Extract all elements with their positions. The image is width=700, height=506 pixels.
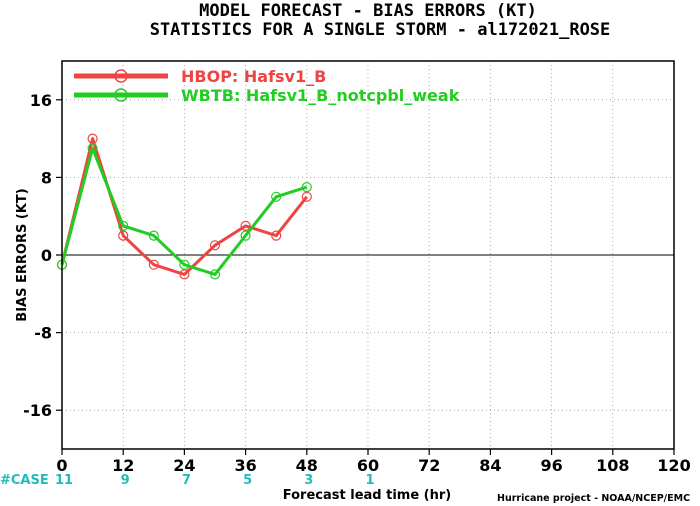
- case-count: 1: [365, 473, 374, 488]
- data-point: [301, 182, 312, 193]
- y-axis-label: BIAS ERRORS (KT): [15, 188, 30, 321]
- data-point: [240, 230, 251, 241]
- case-count: 3: [304, 473, 313, 488]
- data-point: [209, 269, 221, 280]
- x-tick-label: 60: [357, 456, 379, 475]
- x-tick-label: 12: [112, 456, 134, 475]
- chart-title: MODEL FORECAST - BIAS ERRORS (KT): [199, 1, 537, 21]
- x-tick-label: 48: [296, 456, 318, 475]
- data-point: [271, 230, 282, 241]
- y-tick-label: 8: [41, 168, 52, 187]
- legend-entry: WBTB: Hafsv1_B_notcpbl_weak: [181, 86, 460, 105]
- case-count: 7: [182, 473, 191, 488]
- data-point: [87, 133, 98, 144]
- y-tick-label: -16: [23, 401, 52, 420]
- data-point: [118, 230, 129, 241]
- data-point: [148, 259, 159, 270]
- grid: [62, 61, 674, 449]
- x-tick-label: 36: [234, 456, 256, 475]
- x-tick-label: 0: [56, 456, 67, 475]
- x-tick-label: 108: [596, 456, 629, 475]
- data-point: [87, 143, 98, 154]
- case-count: 5: [243, 473, 252, 488]
- case-count: 11: [55, 473, 73, 488]
- data-point: [118, 220, 129, 231]
- data-point: [301, 191, 312, 202]
- credit-text: Hurricane project - NOAA/NCEP/EMC: [497, 493, 690, 504]
- data-point: [271, 191, 282, 202]
- data-point: [240, 220, 251, 231]
- legend-swatch-marker: [114, 88, 128, 102]
- x-tick-label: 24: [173, 456, 195, 475]
- y-tick-label: -8: [34, 324, 52, 343]
- legend-entry: HBOP: Hafsv1_B: [181, 67, 326, 86]
- chart-subtitle: STATISTICS FOR A SINGLE STORM - al172021…: [150, 20, 611, 40]
- series-line: [60, 146, 308, 276]
- data-point: [148, 230, 159, 241]
- axes: 0 12 24 36 48 60 72 84 96 108 120 -16 -8 0 8 16 #CASE 11 9…: [0, 60, 691, 488]
- x-tick-label: 120: [657, 456, 690, 475]
- x-tick-label: 96: [540, 456, 562, 475]
- x-axis-label: Forecast lead time (hr): [283, 488, 451, 503]
- x-tick-label: 72: [418, 456, 440, 475]
- data-point: [209, 240, 221, 251]
- data-point: [179, 259, 190, 270]
- plot-marks: [56, 133, 312, 280]
- legend-swatch-marker: [114, 69, 128, 83]
- y-tick-label: 16: [30, 91, 52, 110]
- data-point: [179, 269, 190, 280]
- y-tick-label: 0: [41, 246, 52, 265]
- case-label: #CASE: [0, 473, 49, 488]
- x-tick-label: 84: [479, 456, 501, 475]
- case-count: 9: [121, 473, 130, 488]
